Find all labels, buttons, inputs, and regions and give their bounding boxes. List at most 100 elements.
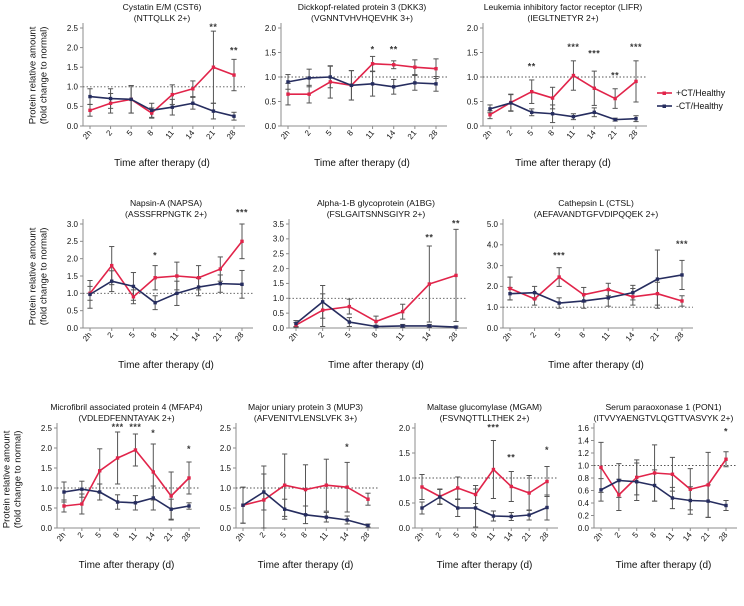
svg-text:0.8: 0.8 <box>578 474 590 483</box>
svg-text:5: 5 <box>127 330 137 340</box>
svg-text:5: 5 <box>553 330 563 340</box>
chart-svg-mfap4: Microfibril associated protein 4 (MFAP4)… <box>41 402 203 571</box>
svg-text:28: 28 <box>233 330 246 343</box>
svg-text:11: 11 <box>565 128 578 141</box>
svg-text:14: 14 <box>189 330 202 343</box>
svg-text:**: ** <box>390 45 398 55</box>
svg-text:11: 11 <box>394 330 407 343</box>
chart-svg-napsa: Napsin-A (NAPSA)(ASSSFRPNGTK 2+) 0.0 0.5 1.… <box>67 198 253 371</box>
svg-text:(FSLGAITSNNSGIYR 2+): (FSLGAITSNNSGIYR 2+) <box>327 209 426 219</box>
svg-text:21: 21 <box>606 128 619 141</box>
svg-text:Major uniary protein 3 (MUP3): Major uniary protein 3 (MUP3) <box>248 402 363 412</box>
svg-text:Maltase glucomylase (MGAM): Maltase glucomylase (MGAM) <box>427 402 542 412</box>
chart-a1bg: Alpha-1-B glycoprotein (A1BG) (FSLGAITSNN… <box>258 196 472 401</box>
svg-text:11: 11 <box>364 128 377 141</box>
chart-row-3: Protein relative amount (fold change to … <box>0 400 742 606</box>
svg-text:(AEFAVANDTGFVDIPQQEK 2+): (AEFAVANDTGFVDIPQQEK 2+) <box>534 209 659 219</box>
svg-text:8: 8 <box>648 530 658 540</box>
svg-text:Napsin-A (NAPSA): Napsin-A (NAPSA) <box>130 198 202 208</box>
svg-text:11: 11 <box>127 530 140 543</box>
svg-text:21: 21 <box>211 330 224 343</box>
svg-text:Time after therapy (d): Time after therapy (d) <box>118 360 214 371</box>
svg-text:1.0: 1.0 <box>487 303 499 312</box>
svg-text:14: 14 <box>502 530 515 543</box>
svg-text:2: 2 <box>258 530 268 540</box>
svg-text:2h: 2h <box>481 129 494 142</box>
svg-text:3.5: 3.5 <box>273 220 285 229</box>
svg-text:2.5: 2.5 <box>273 250 285 259</box>
chart-svg-mup3: Major uniary protein 3 (MUP3)(AFVENITVLE… <box>220 402 379 571</box>
svg-text:0.0: 0.0 <box>273 324 285 333</box>
svg-text:2h: 2h <box>592 531 605 544</box>
svg-text:21: 21 <box>162 530 175 543</box>
svg-text:21: 21 <box>699 530 712 543</box>
chart-row-2: Protein relative amount (fold change to … <box>0 196 698 401</box>
svg-text:28: 28 <box>447 330 460 343</box>
svg-text:0.0: 0.0 <box>41 524 53 533</box>
svg-text:0.5: 0.5 <box>399 499 411 508</box>
svg-text:5: 5 <box>278 530 288 540</box>
svg-text:0.2: 0.2 <box>578 511 590 520</box>
y-axis-label-line1: Protein relative amount <box>27 227 39 325</box>
chart-svg-cst6: Cystatin E/M (CST6)(NTTQLLK 2+) 0.0 0.5 1.0… <box>67 2 245 169</box>
svg-text:*: * <box>345 442 349 452</box>
svg-text:28: 28 <box>673 330 686 343</box>
svg-text:1.5: 1.5 <box>220 464 232 473</box>
svg-text:0.0: 0.0 <box>487 324 499 333</box>
svg-text:11: 11 <box>168 330 181 343</box>
svg-text:14: 14 <box>681 530 694 543</box>
svg-text:8: 8 <box>345 128 355 138</box>
svg-text:1.5: 1.5 <box>67 63 79 72</box>
svg-text:14: 14 <box>144 530 157 543</box>
svg-text:0.5: 0.5 <box>467 97 479 106</box>
y-axis-label-row1: Protein relative amount (fold change to … <box>26 0 52 150</box>
svg-text:2.0: 2.0 <box>67 254 79 263</box>
svg-text:**: ** <box>611 70 619 80</box>
svg-text:2: 2 <box>528 330 538 340</box>
svg-text:*: * <box>153 251 157 261</box>
svg-text:*: * <box>545 445 549 455</box>
y-axis-label-line2: (fold change to normal) <box>39 26 51 124</box>
svg-text:8: 8 <box>577 330 587 340</box>
svg-text:0.5: 0.5 <box>220 504 232 513</box>
svg-text:4.0: 4.0 <box>487 241 499 250</box>
svg-text:28: 28 <box>225 128 238 141</box>
svg-text:2h: 2h <box>81 331 94 344</box>
chart-svg-dkk3: Dickkopf-related protein 3 (DKK3)(VGNNTV… <box>265 2 447 169</box>
svg-text:2h: 2h <box>279 129 292 142</box>
svg-text:**: ** <box>230 45 238 55</box>
svg-text:**: ** <box>528 62 536 72</box>
svg-text:*: * <box>724 426 728 436</box>
chart-mfap4: Microfibril associated protein 4 (MFAP4)… <box>26 400 205 606</box>
svg-text:3.0: 3.0 <box>487 261 499 270</box>
y-axis-label-line2: (fold change to normal) <box>13 430 25 528</box>
svg-text:2: 2 <box>505 128 515 138</box>
svg-text:Alpha-1-B glycoprotein (A1BG): Alpha-1-B glycoprotein (A1BG) <box>317 198 435 208</box>
svg-text:2.5: 2.5 <box>67 24 79 33</box>
svg-text:14: 14 <box>184 128 197 141</box>
svg-text:21: 21 <box>648 330 661 343</box>
svg-text:Cathepsin L (CTSL): Cathepsin L (CTSL) <box>558 198 634 208</box>
svg-text:Time after therapy (d): Time after therapy (d) <box>314 158 410 169</box>
svg-text:21: 21 <box>406 128 419 141</box>
chart-pon1: Serum paraoxonase 1 (PON1) (ITVVYAENGTVLQ… <box>563 400 742 606</box>
svg-text:Time after therapy (d): Time after therapy (d) <box>328 360 424 371</box>
svg-text:2: 2 <box>76 530 86 540</box>
legend-item-minus-ct: -CT/Healthy <box>656 101 725 111</box>
svg-text:5: 5 <box>324 128 334 138</box>
svg-text:2.0: 2.0 <box>467 24 479 33</box>
svg-text:1.5: 1.5 <box>265 48 277 57</box>
svg-text:1.0: 1.0 <box>578 461 590 470</box>
svg-text:21: 21 <box>520 530 533 543</box>
chart-row-1: Protein relative amount (fold change to … <box>0 0 726 197</box>
y-axis-label-line1: Protein relative amount <box>1 430 13 528</box>
chart-cst6: Cystatin E/M (CST6) (NTTQLLK 2+) 0.0 0.5 1.0… <box>52 0 250 197</box>
svg-text:5: 5 <box>93 530 103 540</box>
svg-text:2.0: 2.0 <box>265 24 277 33</box>
svg-text:Time after therapy (d): Time after therapy (d) <box>258 560 354 571</box>
chart-svg-a1bg: Alpha-1-B glycoprotein (A1BG)(FSLGAITSNN… <box>273 198 467 371</box>
legend: +CT/Healthy -CT/Healthy <box>656 88 725 111</box>
svg-text:1.5: 1.5 <box>67 272 79 281</box>
svg-text:(IEGLTNETYR 2+): (IEGLTNETYR 2+) <box>527 13 598 23</box>
chart-mup3: Major uniary protein 3 (MUP3) (AFVENITVLE… <box>205 400 384 606</box>
